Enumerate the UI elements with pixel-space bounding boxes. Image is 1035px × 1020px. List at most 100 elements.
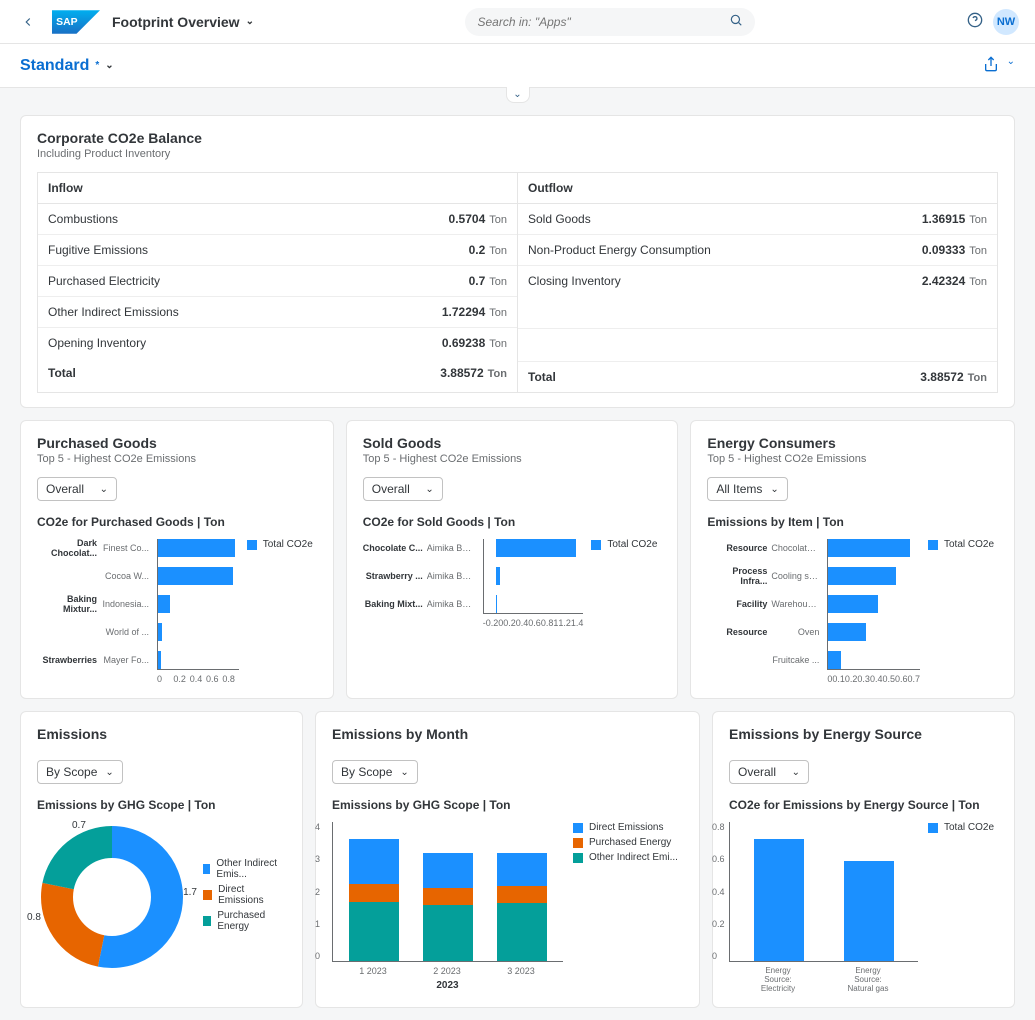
donut-plot: 0.7 0.8 1.7 (37, 822, 187, 972)
search-wrap (266, 8, 955, 36)
stack-segment (423, 888, 473, 906)
axis-tick: 2 (315, 887, 320, 897)
table-row: Non-Product Energy Consumption0.09333Ton (518, 235, 997, 266)
chart-title: Emissions by GHG Scope | Ton (332, 798, 683, 812)
help-icon[interactable] (967, 12, 983, 31)
purchased-goods-card: Purchased Goods Top 5 - Highest CO2e Emi… (20, 420, 334, 699)
search-icon[interactable] (729, 13, 743, 30)
axis-tick: 0.1 (832, 674, 845, 684)
share-icon[interactable] (983, 56, 999, 75)
bar (496, 595, 497, 613)
legend-text: Purchased Energy (589, 837, 671, 848)
legend-text: Direct Emissions (589, 822, 663, 833)
chevron-down-icon: ⌄ (246, 16, 254, 27)
unit: Ton (488, 368, 507, 380)
hbar-chart: Chocolate C...Aimika Bak...Strawberry ..… (363, 539, 662, 628)
chart-title: Emissions by GHG Scope | Ton (37, 798, 286, 812)
x-axis: 00.10.20.30.40.50.60.7 (827, 674, 920, 684)
page-title-dropdown[interactable]: Footprint Overview ⌄ (112, 14, 254, 30)
axis-tick: 2 2023 (422, 966, 472, 976)
row-value: 0.7 (469, 274, 486, 288)
bar-subcategory: Fruitcake ... (771, 655, 819, 665)
bar-subcategory: Cocoa W... (101, 571, 149, 581)
bar-label-row: Dark Chocolat...Finest Co... (37, 539, 149, 557)
bar (828, 623, 866, 641)
hbar-labels: Dark Chocolat...Finest Co...Cocoa W...Ba… (37, 539, 149, 684)
chevron-down-icon: ⌄ (105, 767, 113, 778)
unit: Ton (489, 307, 507, 319)
legend-item: Direct Emissions (203, 884, 286, 906)
row-value: 2.42324 (922, 274, 965, 288)
bar-category: Resource (707, 543, 767, 553)
bar-label-row: StrawberriesMayer Fo... (37, 651, 149, 669)
scope-selector[interactable]: All Items⌄ (707, 477, 787, 501)
bar-subcategory: Aimika Bak... (427, 543, 475, 553)
scope-selector[interactable]: Overall⌄ (729, 760, 809, 784)
bar (158, 651, 161, 669)
search-input[interactable] (477, 15, 721, 29)
stacked-chart: 43210 1 20232 20233 2023 2023 Direct Emi… (332, 822, 683, 991)
legend-item: Other Indirect Emi... (573, 852, 683, 863)
legend-swatch (591, 540, 601, 550)
scope-selector[interactable]: By Scope⌄ (37, 760, 123, 784)
row-value: 0.2 (469, 243, 486, 257)
chevron-down-icon[interactable]: ⌄ (1007, 56, 1015, 75)
donut-value-label: 1.7 (183, 887, 197, 898)
scope-selector[interactable]: Overall⌄ (37, 477, 117, 501)
axis-tick: 0 (712, 951, 725, 961)
bar-label-row: World of ... (37, 623, 149, 641)
collapse-handle[interactable]: ⌄ (0, 87, 1035, 103)
bar-row (828, 623, 920, 641)
energy-consumers-card: Energy Consumers Top 5 - Highest CO2e Em… (690, 420, 1015, 699)
bar (828, 567, 896, 585)
bar-subcategory: Aimika Bak... (427, 599, 475, 609)
unit: Ton (968, 372, 987, 384)
chart-title: CO2e for Emissions by Energy Source | To… (729, 798, 998, 812)
unit: Ton (969, 245, 987, 257)
hbar-labels: ResourceChocolate ...Process Infra...Coo… (707, 539, 819, 684)
sold-goods-card: Sold Goods Top 5 - Highest CO2e Emission… (346, 420, 679, 699)
shell-header: SAP Footprint Overview ⌄ NW (0, 0, 1035, 44)
bar (496, 539, 576, 557)
legend-item: Purchased Energy (573, 837, 683, 848)
donut-legend: Other Indirect Emis...Direct EmissionsPu… (203, 858, 286, 936)
axis-tick: 3 2023 (496, 966, 546, 976)
bar-label-row: Baking Mixt...Aimika Bak... (363, 595, 475, 613)
scope-selector[interactable]: By Scope⌄ (332, 760, 418, 784)
bar-label-row: Process Infra...Cooling sy... (707, 567, 819, 585)
axis-tick: 0.2 (173, 674, 189, 684)
stack-segment (423, 905, 473, 961)
selector-value: Overall (372, 482, 410, 496)
back-button[interactable] (16, 10, 40, 34)
chevron-down-icon: ⌄ (792, 767, 800, 778)
x-axis: -0.200.20.40.60.811.21.4 (483, 618, 584, 628)
y-axis: 43210 (315, 822, 320, 961)
avatar[interactable]: NW (993, 9, 1019, 35)
subheader-actions: ⌄ (983, 56, 1015, 75)
card-title: Sold Goods (363, 435, 662, 451)
row-label: Closing Inventory (528, 274, 621, 288)
bar-row (828, 595, 920, 613)
bar (828, 539, 909, 557)
legend-swatch (573, 838, 583, 848)
scope-selector[interactable]: Overall⌄ (363, 477, 443, 501)
chevron-down-icon: ⌄ (105, 60, 113, 71)
axis-tick: 0.6 (712, 854, 725, 864)
stack-segment (349, 902, 399, 962)
balance-subtitle: Including Product Inventory (37, 148, 998, 160)
axis-tick: Energy Source: Natural gas (843, 966, 893, 993)
chevron-down-icon: ⌄ (770, 484, 778, 495)
bar-row (484, 595, 584, 613)
spacer-row (518, 329, 997, 362)
x-axis: Energy Source: ElectricityEnergy Source:… (729, 962, 918, 993)
card-title: Energy Consumers (707, 435, 998, 451)
unit: Ton (969, 214, 987, 226)
spacer-row (518, 296, 997, 329)
bar-row (828, 651, 920, 669)
axis-tick: 0.4 (190, 674, 206, 684)
legend-swatch (928, 540, 938, 550)
variant-selector[interactable]: Standard* ⌄ (20, 57, 114, 75)
vbar-chart: 0.80.60.40.20 Energy Source: Electricity… (729, 822, 998, 993)
row-label: Opening Inventory (48, 336, 146, 350)
search-box[interactable] (465, 8, 755, 36)
